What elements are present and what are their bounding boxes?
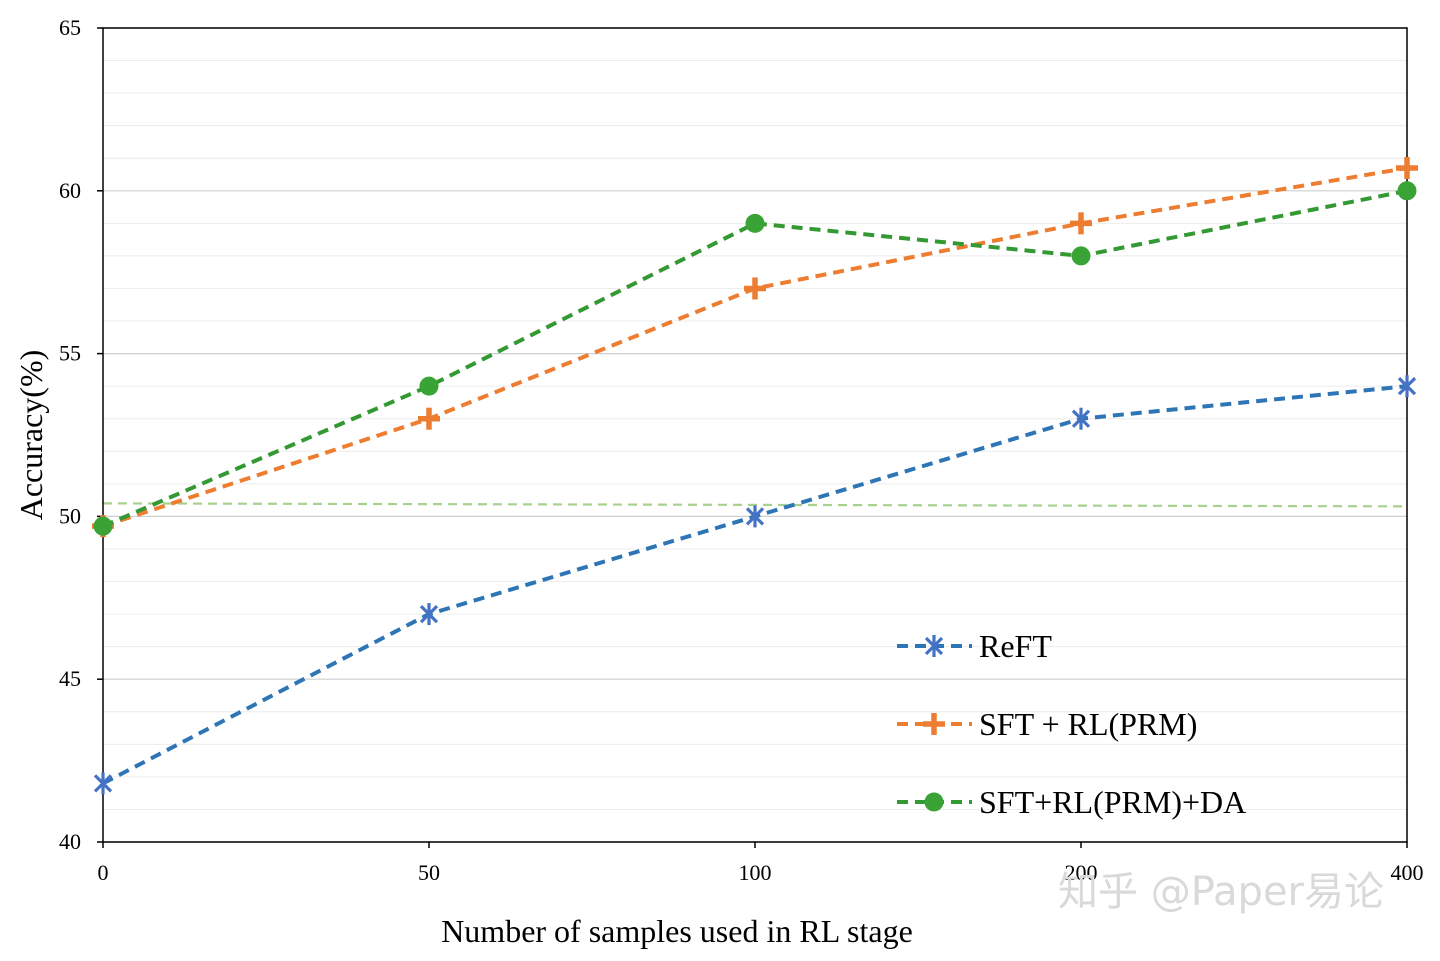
y-tick-label: 40 — [59, 829, 81, 854]
plot-area-frame — [102, 27, 1408, 843]
data-point-sft-rl-prm — [1396, 157, 1418, 180]
marker-circle — [1071, 246, 1091, 266]
major-gridlines — [103, 27, 1407, 843]
marker-circle — [745, 213, 765, 233]
legend-marker — [924, 635, 944, 657]
marker-circle — [419, 376, 439, 396]
legend-label: SFT + RL(PRM) — [979, 706, 1197, 742]
data-point-reft — [1397, 375, 1417, 398]
legend-label: ReFT — [979, 628, 1052, 664]
marker-circle — [93, 516, 113, 536]
watermark: 知乎 @Paper易论 — [1058, 869, 1384, 915]
x-tick-label: 100 — [739, 860, 772, 885]
y-tick-label: 50 — [59, 503, 81, 528]
y-tick-label: 65 — [59, 15, 81, 40]
data-point-sft-rl-prm — [1070, 212, 1092, 235]
data-point-sft-rl-prm — [418, 407, 440, 430]
data-point-reft — [1071, 407, 1091, 430]
x-tick-label: 200 — [1065, 860, 1098, 885]
reference-line-layer — [102, 502, 1408, 508]
legend-marker — [923, 713, 945, 735]
series-line-reft — [102, 384, 1408, 786]
legend-marker — [924, 792, 944, 812]
x-tick-label: 50 — [418, 860, 440, 885]
series-layer — [92, 157, 1418, 795]
data-point-sft-rl-prm-da — [1397, 181, 1417, 201]
y-axis-title: Accuracy(%) — [13, 350, 49, 521]
x-tick-label: 0 — [98, 860, 109, 885]
data-point-sft-rl-prm-da — [93, 516, 113, 536]
series-line-sft-rl-prm-da — [102, 188, 1408, 529]
minor-gridlines — [103, 60, 1407, 810]
data-point-sft-rl-prm — [744, 277, 766, 300]
legend-label: SFT+RL(PRM)+DA — [979, 784, 1246, 820]
marker-circle — [924, 792, 944, 812]
data-point-reft — [745, 505, 765, 528]
legend-item-reft: ReFT — [897, 628, 1052, 664]
y-axis-ticks: 40 45 50 55 60 65 — [59, 15, 103, 854]
data-point-sft-rl-prm-da — [745, 213, 765, 233]
marker-circle — [1397, 181, 1417, 201]
data-point-reft — [93, 772, 113, 795]
y-tick-label: 45 — [59, 666, 81, 691]
x-axis-title: Number of samples used in RL stage — [441, 913, 913, 949]
data-point-sft-rl-prm-da — [1071, 246, 1091, 266]
legend-item-sft-rl-prm: SFT + RL(PRM) — [897, 706, 1197, 742]
x-axis-ticks: 0 50 100 200 400 — [98, 842, 1424, 885]
legend-item-sft-rl-prm-da: SFT+RL(PRM)+DA — [897, 784, 1246, 820]
legend: ReFT SFT + RL(PRM) SFT+RL(PRM)+DA — [897, 628, 1246, 820]
x-tick-label: 400 — [1391, 860, 1424, 885]
reference-line — [102, 502, 1408, 508]
data-point-reft — [419, 603, 439, 626]
y-tick-label: 60 — [59, 178, 81, 203]
data-point-sft-rl-prm-da — [419, 376, 439, 396]
y-tick-label: 55 — [59, 341, 81, 366]
